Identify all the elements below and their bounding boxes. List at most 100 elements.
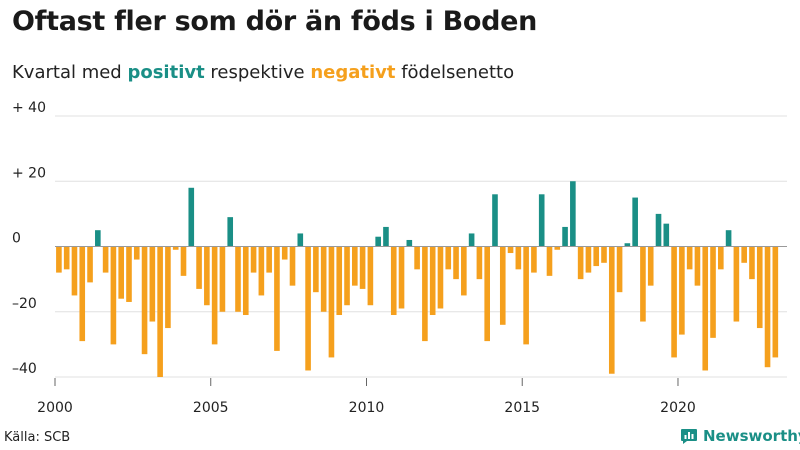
bar (718, 246, 724, 270)
x-tick-label: 2000 (37, 400, 73, 416)
bar (570, 181, 576, 247)
bar (141, 246, 148, 355)
bar (250, 246, 257, 273)
bar (679, 246, 685, 335)
bar (710, 246, 716, 338)
bar (772, 246, 779, 358)
y-tick-label: 0 (12, 231, 21, 247)
bar (235, 246, 241, 312)
bar (359, 246, 366, 289)
bar (313, 246, 319, 293)
subtitle-middle: respektive (204, 62, 311, 83)
bar (429, 246, 436, 316)
bar (242, 246, 249, 316)
bar (756, 246, 763, 329)
x-tick-label: 2015 (504, 400, 540, 416)
x-tick-label: 2010 (349, 400, 385, 416)
chart-title: Oftast fler som dör än föds i Boden (12, 6, 538, 37)
x-tick-label: 2005 (193, 400, 229, 416)
bar (640, 246, 646, 322)
bar (437, 246, 444, 309)
bar (375, 236, 381, 247)
bar (468, 233, 475, 247)
bar (686, 246, 693, 270)
bar (102, 246, 109, 273)
bar (344, 246, 350, 306)
bar (624, 243, 631, 247)
bar (538, 194, 545, 247)
bar (289, 246, 296, 286)
bar (227, 217, 234, 247)
bar (133, 246, 140, 260)
bar (476, 246, 483, 280)
bar (461, 246, 467, 296)
bar (601, 246, 607, 263)
bar (507, 246, 514, 254)
bar (71, 246, 78, 296)
bar (453, 246, 459, 280)
bar (749, 246, 755, 280)
bar (647, 246, 654, 286)
bar (406, 239, 413, 247)
bar (180, 246, 187, 276)
bar (608, 246, 615, 374)
bar (531, 246, 537, 273)
bar (118, 246, 124, 299)
bar (79, 246, 86, 342)
subtitle-positive: positivt (127, 62, 205, 83)
bar (367, 246, 374, 306)
bar (172, 246, 179, 250)
bar (632, 197, 638, 247)
bar (157, 246, 163, 377)
bar (320, 246, 327, 312)
bar (593, 246, 600, 267)
bar (484, 246, 490, 342)
bar (562, 226, 568, 247)
bar (328, 246, 335, 358)
bar (663, 223, 670, 247)
bar (95, 230, 101, 247)
brand-name: Newsworthy (703, 427, 800, 445)
bar (188, 187, 195, 247)
brand-logo: Newsworthy (680, 427, 800, 445)
bar (266, 246, 272, 273)
chart-subtitle: Kvartal med positivt respektive negativt… (12, 62, 514, 83)
y-tick-label: + 40 (12, 100, 46, 116)
bar (383, 226, 389, 247)
y-tick-label: –40 (12, 361, 37, 377)
bar (702, 246, 709, 371)
bar (445, 246, 452, 270)
bar (352, 246, 358, 286)
x-tick-label: 2020 (660, 400, 696, 416)
bar (422, 246, 428, 342)
source-note: Källa: SCB (4, 430, 71, 445)
bar (165, 246, 171, 329)
subtitle-negative: negativt (310, 62, 396, 83)
bar (694, 246, 701, 286)
bar (398, 246, 405, 309)
bar (297, 233, 304, 247)
bar (499, 246, 506, 325)
bar (56, 246, 62, 273)
subtitle-prefix: Kvartal med (12, 62, 128, 83)
chat-chart-icon (681, 429, 697, 444)
bar (258, 246, 265, 296)
bar (655, 213, 662, 247)
bar (126, 246, 132, 302)
bar (110, 246, 117, 345)
bar (63, 246, 70, 270)
bar (219, 246, 226, 312)
bar (554, 246, 561, 250)
bar (616, 246, 623, 293)
bar (390, 246, 397, 316)
bar (274, 246, 280, 351)
bar (764, 246, 771, 368)
bar (515, 246, 522, 270)
y-tick-label: –20 (12, 296, 37, 312)
bar (305, 246, 311, 371)
bar (149, 246, 156, 322)
bar (492, 194, 498, 247)
bar (725, 230, 732, 247)
bar (741, 246, 747, 263)
